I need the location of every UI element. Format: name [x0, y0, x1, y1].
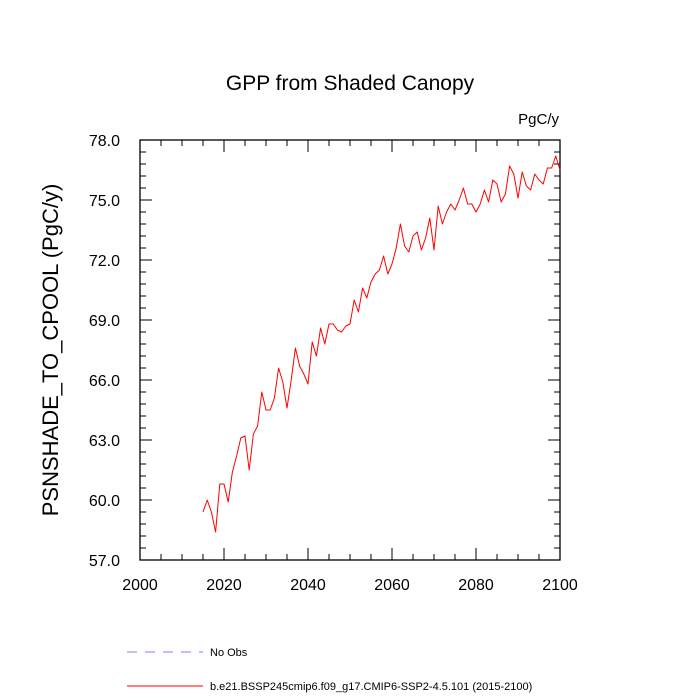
y-tick-label: 66.0 — [89, 373, 120, 390]
x-tick-label: 2000 — [122, 577, 158, 594]
y-tick-label: 78.0 — [89, 133, 120, 150]
series-line — [202, 155, 561, 533]
plot-frame — [139, 139, 561, 561]
chart-title: GPP from Shaded Canopy — [226, 72, 475, 95]
x-tick-label: 2080 — [458, 577, 494, 594]
x-tick-label: 2100 — [542, 577, 578, 594]
axis-ticks — [139, 139, 561, 561]
legend-label: No Obs — [210, 647, 248, 659]
axis-tick-labels: 2000 2020 2040 2060 2080 2100 57.0 60.0 63.0 66.0… — [89, 133, 578, 594]
legend-label: b.e21.BSSP245cmip6.f09_g17.CMIP6-SSP2-4.… — [210, 681, 532, 693]
x-tick-label: 2020 — [206, 577, 242, 594]
legend: No Obs b.e21.BSSP245cmip6.f09_g17.CMIP6-S… — [127, 647, 532, 693]
units-label: PgC/y — [518, 111, 559, 128]
plot-lines — [202, 155, 561, 533]
y-tick-label: 63.0 — [89, 433, 120, 450]
y-tick-label: 60.0 — [89, 493, 120, 510]
x-tick-label: 2040 — [290, 577, 326, 594]
y-tick-label: 75.0 — [89, 193, 120, 210]
y-tick-label: 57.0 — [89, 553, 120, 570]
y-tick-label: 72.0 — [89, 253, 120, 270]
y-axis-label: PSNSHADE_TO_CPOOL (PgC/y) — [38, 184, 63, 517]
x-tick-label: 2060 — [374, 577, 410, 594]
y-tick-label: 69.0 — [89, 313, 120, 330]
